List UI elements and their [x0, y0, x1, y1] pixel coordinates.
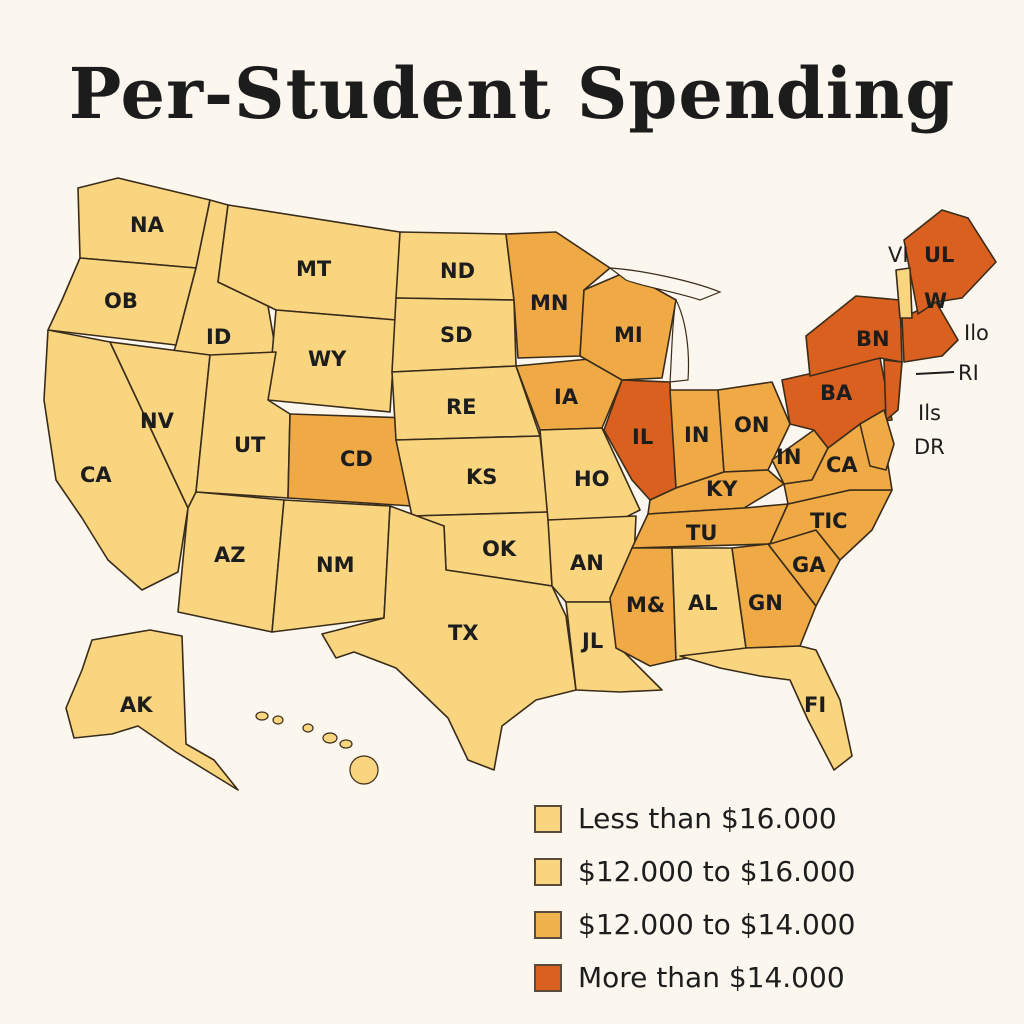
state-label: AN: [570, 551, 604, 575]
state-label: CA: [826, 453, 858, 477]
state-shape[interactable]: [781, 357, 893, 449]
nj-sliver: [883, 359, 903, 421]
md-coast: [859, 409, 895, 471]
legend-label: $12.000 to $14.000: [578, 908, 856, 941]
state-shape[interactable]: [65, 629, 239, 791]
state-label: IA: [554, 385, 579, 409]
legend-swatch: [534, 804, 562, 833]
state-label: MI: [614, 323, 643, 347]
outer-label-ils: Ils: [918, 401, 941, 425]
state-label: MT: [296, 257, 332, 281]
state-label: AL: [688, 591, 718, 615]
state-shape[interactable]: [539, 427, 641, 521]
state-label: NV: [140, 409, 175, 433]
state-label: BA: [820, 381, 853, 405]
legend: Less than $16.000 $12.000 to $16.000 $12…: [534, 792, 1014, 1004]
state-label: HO: [574, 467, 609, 491]
state-label: NM: [316, 553, 354, 577]
outer-labels: VI Ilo RI Ils DR: [888, 243, 989, 459]
state-label: SD: [440, 323, 473, 347]
legend-item: $12.000 to $14.000: [534, 898, 1014, 951]
legend-label: Less than $16.000: [578, 802, 837, 835]
state-label: IL: [632, 425, 653, 449]
state-label: TX: [448, 621, 479, 645]
leader-line: [915, 371, 955, 375]
state-label: IN: [776, 445, 801, 469]
state-label: AZ: [214, 543, 245, 567]
outer-label-ri: RI: [958, 361, 979, 385]
state-label: NA: [130, 213, 165, 237]
state-label: MN: [530, 291, 568, 315]
state-shapes: [43, 177, 997, 791]
outer-label-dr: DR: [914, 435, 945, 459]
vermont-sliver: [895, 267, 913, 319]
state-shape[interactable]: [717, 381, 791, 473]
legend-label: More than $14.000: [578, 961, 845, 994]
state-label: KS: [466, 465, 497, 489]
state-label: BN: [856, 327, 890, 351]
state-label: UL: [924, 243, 954, 267]
state-shape[interactable]: [903, 209, 997, 315]
state-labels: NA OB CA ID NV MT WY UT AZ CD NM ND SD R…: [80, 213, 954, 717]
hawaii-islands: [255, 711, 379, 785]
legend-item: More than $14.000: [534, 951, 1014, 1004]
state-label: CD: [340, 447, 373, 471]
state-label: ID: [206, 325, 231, 349]
legend-item: $12.000 to $16.000: [534, 845, 1014, 898]
state-label: ND: [440, 259, 475, 283]
state-shape[interactable]: [731, 543, 817, 649]
state-shape[interactable]: [647, 469, 785, 515]
legend-swatch: [534, 963, 562, 992]
state-label: FI: [804, 693, 826, 717]
state-label: GN: [748, 591, 783, 615]
state-shape[interactable]: [321, 505, 577, 771]
map-title: Per-Student Spending: [68, 52, 956, 135]
state-label: GA: [792, 553, 826, 577]
state-label: IN: [684, 423, 709, 447]
state-label: TU: [686, 521, 717, 545]
state-label: UT: [234, 433, 266, 457]
legend-item: Less than $16.000: [534, 792, 1014, 845]
state-label: TIC: [810, 509, 848, 533]
legend-swatch: [534, 857, 562, 886]
state-label: CA: [80, 463, 112, 487]
state-label: ON: [734, 413, 769, 437]
state-label: RE: [446, 395, 477, 419]
state-label: KY: [706, 477, 738, 501]
state-shape[interactable]: [679, 645, 853, 771]
state-label: AK: [120, 693, 153, 717]
outer-label-vi: VI: [888, 243, 909, 267]
outer-label-ilo: Ilo: [964, 321, 989, 345]
legend-swatch: [534, 910, 562, 939]
state-label: M&: [626, 593, 665, 617]
state-label: JL: [580, 629, 603, 653]
state-shape[interactable]: [47, 257, 197, 346]
state-label: W: [924, 289, 947, 313]
state-label: OK: [482, 537, 517, 561]
great-lakes: [608, 267, 722, 383]
state-label: OB: [104, 289, 138, 313]
state-shape[interactable]: [177, 491, 285, 633]
legend-label: $12.000 to $16.000: [578, 855, 856, 888]
state-label: WY: [308, 347, 347, 371]
